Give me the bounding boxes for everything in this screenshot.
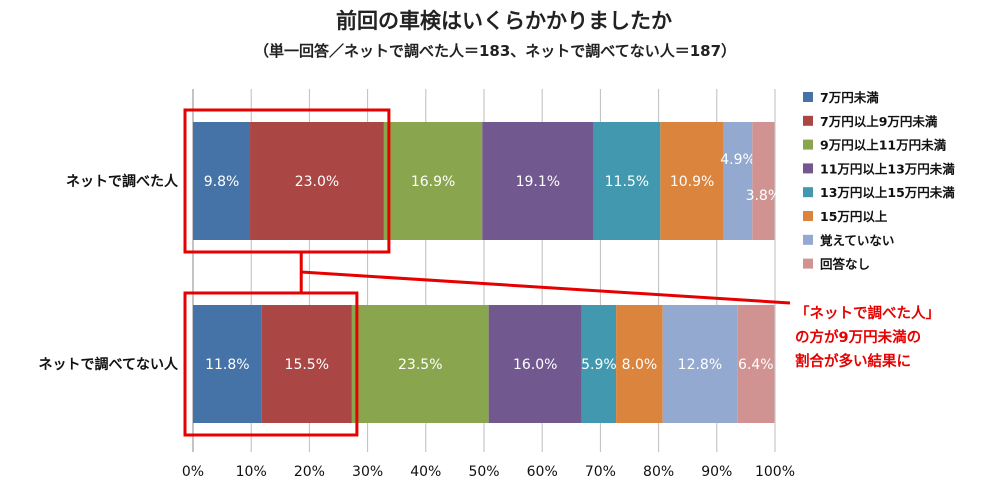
- x-tick-label: 10%: [236, 464, 267, 480]
- legend-label: 7万円未満: [820, 90, 879, 105]
- bar-segment: [723, 122, 753, 240]
- callout-pointer: [301, 270, 791, 305]
- bar-value-label: 16.9%: [411, 174, 455, 190]
- legend-swatch: [803, 115, 813, 126]
- legend-swatch: [803, 139, 813, 150]
- bar-segment: [660, 122, 724, 240]
- x-tick-label: 40%: [410, 464, 441, 480]
- callout-text: 「ネットで調べた人」: [795, 304, 940, 322]
- bar-value-label: 11.5%: [605, 174, 649, 190]
- highlight-box: [183, 108, 391, 254]
- bar-value-label: 23.5%: [398, 357, 442, 373]
- bar-value-label: 11.8%: [205, 357, 249, 373]
- legend-swatch: [803, 163, 813, 174]
- category-label: ネットで調べてない人: [39, 356, 179, 373]
- bar-segment: [482, 122, 594, 240]
- legend-label: 7万円以上9万円未満: [820, 114, 938, 129]
- legend-label: 9万円以上11万円未満: [820, 138, 947, 153]
- bar-segment: [351, 305, 489, 423]
- bar-segment: [581, 305, 617, 423]
- bar-segment: [250, 122, 384, 240]
- plot-bars: 9.8% 23.0% 16.9% 19.1% 11.5% 10.9% 4.9% 3.8% 11.…: [193, 122, 781, 423]
- bar-value-label: 5.9%: [581, 357, 617, 373]
- bar-value-label: 9.8%: [204, 174, 240, 190]
- callout-text: の方が9万円未満の: [795, 328, 921, 346]
- x-tick-label: 20%: [294, 464, 325, 480]
- bar-value-label: 12.8%: [678, 357, 722, 373]
- bar-value-label: 4.9%: [720, 152, 756, 168]
- bar-segment: [593, 122, 661, 240]
- callout-text: 割合が多い結果に: [795, 352, 911, 370]
- legend: 7万円未満 7万円以上9万円未満 9万円以上11万円未満 11万円以上13万円未満 13…: [803, 90, 955, 272]
- x-tick-label: 30%: [352, 464, 383, 480]
- x-tick-label: 60%: [527, 464, 558, 480]
- x-axis-ticks: 0% 10% 20% 30% 40% 50% 60% 70% 80% 90% 100%: [182, 464, 795, 480]
- highlight-box: [183, 291, 359, 437]
- bar-value-label: 23.0%: [295, 174, 339, 190]
- bar-segment: [488, 305, 582, 423]
- legend-swatch: [803, 211, 813, 221]
- x-tick-label: 70%: [585, 464, 616, 480]
- bar-segment: [737, 305, 775, 423]
- bar-value-label: 3.8%: [746, 188, 782, 204]
- bar-segment: [383, 122, 483, 240]
- bar-segment: [193, 305, 262, 423]
- bar-value-label: 10.9%: [670, 174, 714, 190]
- bar-value-label: 19.1%: [516, 174, 560, 190]
- bar-segment: [662, 305, 738, 423]
- legend-swatch: [803, 234, 813, 245]
- x-tick-label: 90%: [701, 464, 732, 480]
- legend-swatch: [803, 92, 813, 102]
- x-tick-label: 80%: [643, 464, 674, 480]
- legend-label: 13万円以上15万円未満: [820, 185, 955, 200]
- chart-subtitle: （単一回答／ネットで調べた人＝183、ネットで調べてない人＝187）: [254, 42, 736, 60]
- bar-value-label: 8.0%: [622, 357, 658, 373]
- legend-swatch: [803, 258, 813, 269]
- category-label: ネットで調べた人: [66, 173, 179, 190]
- bar-value-label: 15.5%: [285, 357, 329, 373]
- chart-title: 前回の車検はいくらかかりましたか: [336, 9, 672, 33]
- legend-label: 回答なし: [820, 257, 870, 272]
- bar-segment: [261, 305, 352, 423]
- legend-swatch: [803, 187, 813, 198]
- bar-segment: [752, 122, 775, 240]
- legend-label: 覚えていない: [820, 233, 894, 248]
- x-tick-label: 50%: [468, 464, 499, 480]
- bar-value-label: 16.0%: [513, 357, 557, 373]
- bar-segment: [193, 122, 251, 240]
- bar-value-label: 6.4%: [738, 357, 774, 373]
- x-tick-label: 0%: [182, 464, 204, 480]
- legend-label: 11万円以上13万円未満: [820, 161, 955, 176]
- bar-segment: [616, 305, 663, 423]
- x-tick-label: 100%: [755, 464, 795, 480]
- legend-label: 15万円以上: [820, 209, 888, 224]
